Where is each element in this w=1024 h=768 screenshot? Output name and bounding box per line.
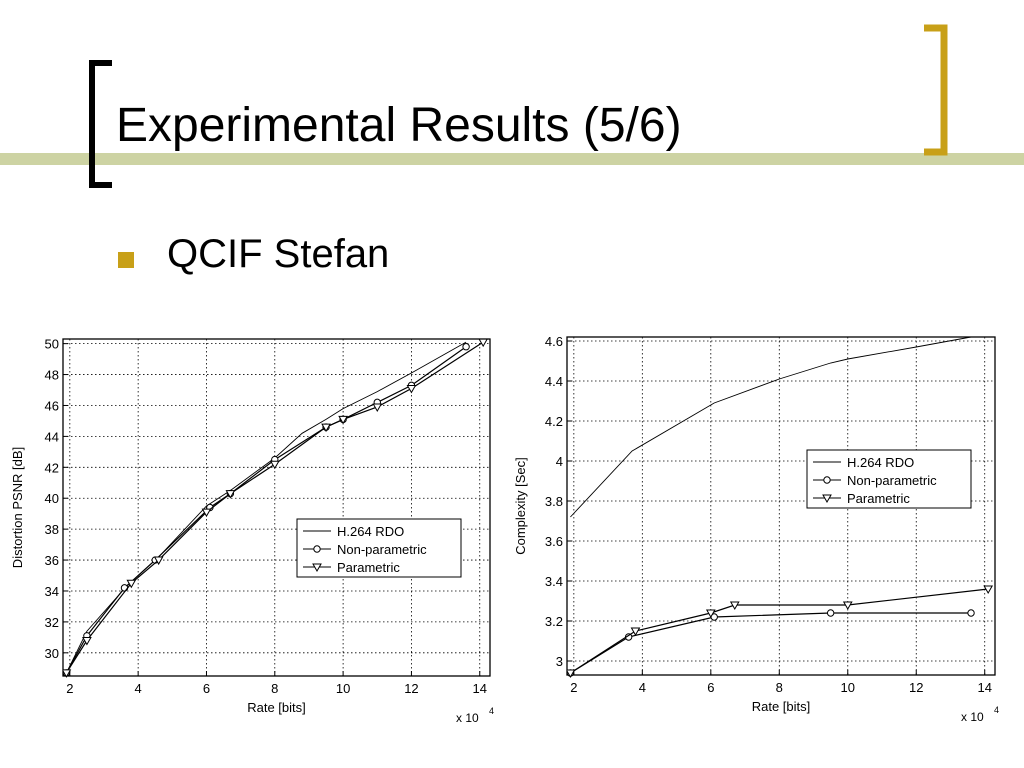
x-tick-label: 6: [707, 680, 714, 695]
legend: H.264 RDO Non-parametric Parametric: [296, 518, 462, 578]
data-point: [983, 585, 994, 595]
y-axis-label: Distortion PSNR [dB]: [10, 447, 25, 568]
data-point: [630, 627, 641, 637]
legend-label: Parametric: [337, 560, 400, 575]
x-tick-label: 10: [841, 680, 855, 695]
series-line: [65, 346, 467, 674]
series-line: [65, 341, 484, 674]
data-point: [567, 669, 576, 679]
data-point: [120, 584, 129, 592]
data-point: [201, 508, 212, 518]
data-point: [967, 609, 975, 617]
legend: H.264 RDO Non-parametric Parametric: [806, 449, 972, 509]
x-tick-label: 14: [473, 681, 487, 696]
x-multiplier-exponent: 4: [489, 706, 494, 716]
grid-lines: [63, 339, 490, 676]
series-line: [570, 336, 972, 518]
legend-label: H.264 RDO: [847, 455, 914, 470]
data-point: [63, 669, 72, 678]
legend-label: Non-parametric: [337, 542, 427, 557]
y-tick-label: 4.4: [545, 374, 563, 389]
left-bracket: [89, 60, 112, 188]
y-tick-label: 50: [45, 337, 59, 352]
x-tick-label: 8: [776, 680, 783, 695]
x-tick-label: 12: [404, 681, 418, 696]
x-tick-label: 4: [639, 680, 646, 695]
y-tick-label: 46: [45, 398, 59, 413]
series-non-parametric: [63, 343, 470, 677]
y-tick-label: 3.6: [545, 534, 563, 549]
y-tick-label: 48: [45, 368, 59, 383]
x-tick-label: 12: [909, 680, 923, 695]
y-tick-label: 3.2: [545, 614, 563, 629]
y-tick-label: 38: [45, 522, 59, 537]
data-point: [126, 579, 137, 589]
x-tick-label: 4: [135, 681, 142, 696]
x-tick-label: 14: [977, 680, 991, 695]
data-point: [462, 343, 470, 351]
data-point: [705, 609, 716, 619]
plot-frame: [566, 336, 996, 676]
legend-label: H.264 RDO: [337, 524, 404, 539]
data-point: [82, 636, 92, 646]
data-point: [729, 601, 740, 611]
legend-marker: [823, 476, 831, 484]
legend-marker: [313, 545, 321, 553]
y-tick-label: 44: [45, 429, 59, 444]
data-point: [338, 415, 348, 425]
x-tick-label: 10: [336, 681, 350, 696]
series-line: [570, 612, 971, 674]
bullet-square-icon: [118, 252, 134, 268]
x-tick-label: 2: [66, 681, 73, 696]
x-tick-label: 2: [570, 680, 577, 695]
x-tick-label: 6: [203, 681, 210, 696]
complexity-chart: 2 4 6 8 10 12 14 3 3.2 3.4 3.6 3.8 4 4.2 4.4 4.6 Rate [b…: [513, 334, 999, 724]
y-tick-label: 3.4: [545, 574, 563, 589]
x-tick-label: 8: [271, 681, 278, 696]
y-tick-label: 32: [45, 615, 59, 630]
data-point: [478, 338, 489, 348]
x-axis-label: Rate [bits]: [247, 700, 306, 715]
data-point: [321, 423, 331, 433]
y-tick-label: 4.6: [545, 334, 563, 349]
series-parametric: [567, 585, 994, 679]
y-tick-label: 4.2: [545, 414, 563, 429]
series-line: [570, 588, 989, 674]
y-tick-label: 40: [45, 491, 59, 506]
x-multiplier-label: x 10: [961, 710, 984, 724]
data-point: [269, 460, 280, 470]
legend-marker: [822, 494, 832, 504]
bullet-text: QCIF Stefan: [167, 232, 390, 276]
data-point: [225, 490, 236, 499]
slide-title: Experimental Results (5/6): [116, 99, 682, 152]
series-non-parametric: [567, 609, 975, 677]
data-point: [842, 601, 853, 611]
y-tick-label: 3: [556, 654, 563, 669]
data-point: [406, 384, 417, 394]
legend-marker: [312, 563, 322, 573]
series-parametric: [63, 338, 489, 678]
data-point: [153, 556, 164, 566]
x-multiplier-label: x 10: [456, 711, 479, 725]
y-axis-label: Complexity [Sec]: [513, 457, 528, 555]
y-tick-label: 4: [556, 454, 563, 469]
series-h-264-rdo: [570, 336, 972, 518]
y-tick-label: 36: [45, 553, 59, 568]
x-axis-label: Rate [bits]: [752, 699, 811, 714]
y-tick-label: 34: [45, 584, 59, 599]
y-tick-label: 30: [45, 646, 59, 661]
data-point: [826, 609, 835, 617]
legend-label: Non-parametric: [847, 473, 937, 488]
x-multiplier-exponent: 4: [994, 705, 999, 715]
right-bracket: [924, 24, 948, 156]
title-underline-bar: [0, 153, 1024, 165]
y-tick-label: 3.8: [545, 494, 563, 509]
legend-label: Parametric: [847, 491, 910, 506]
y-tick-label: 42: [45, 460, 59, 475]
data-point: [372, 403, 383, 413]
plot-frame: [62, 338, 491, 677]
